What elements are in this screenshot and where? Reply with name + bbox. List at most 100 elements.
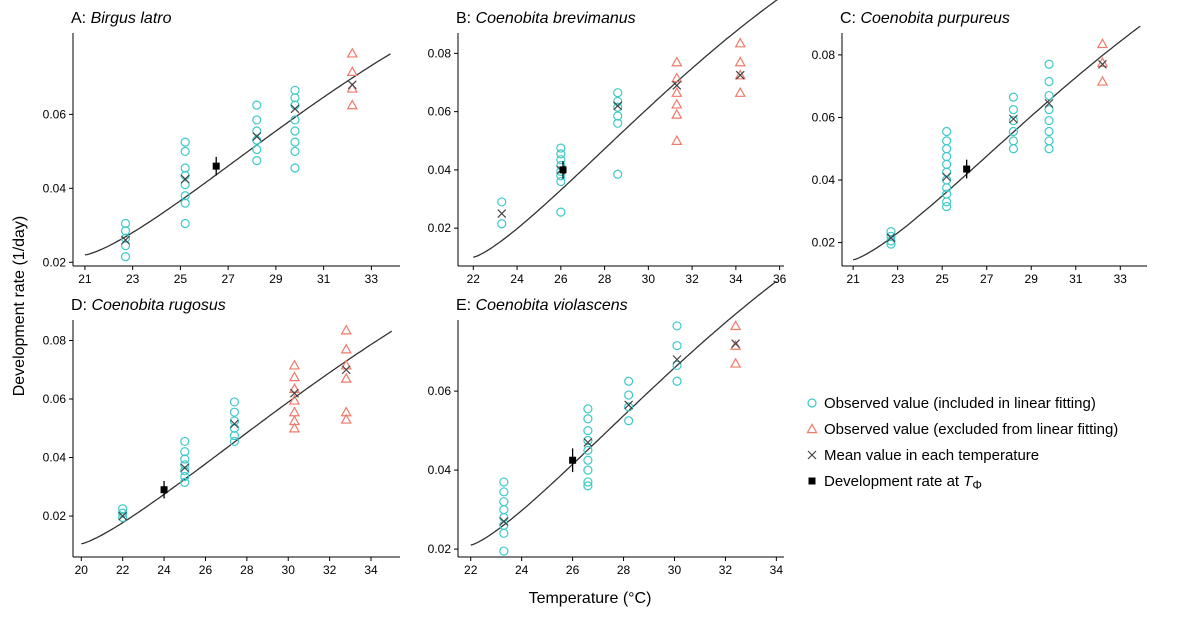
x-tick-label: 22 (116, 563, 130, 577)
legend-square-icon (808, 477, 816, 485)
included-point (624, 376, 634, 386)
excluded-point (288, 394, 301, 405)
y-tick-label: 0.02 (428, 542, 452, 556)
excluded-point (734, 37, 746, 48)
excluded-point (346, 99, 358, 110)
x-tick-label: 24 (510, 272, 524, 286)
x-tick-label: 21 (78, 272, 92, 286)
excluded-point (346, 66, 358, 77)
included-point (583, 477, 593, 487)
included-point (1044, 90, 1054, 101)
y-tick-label: 0.04 (43, 451, 67, 465)
included-point (672, 341, 682, 351)
included-point (1044, 115, 1054, 126)
mean-marker (886, 233, 896, 243)
included-point (942, 201, 952, 212)
excluded-point (340, 324, 352, 335)
mean-marker (624, 400, 634, 410)
y-tick-label: 0.02 (43, 255, 67, 269)
mean-marker (735, 70, 745, 80)
included-point (672, 321, 682, 331)
excluded-point (671, 56, 683, 67)
y-tick-label: 0.08 (812, 48, 836, 62)
included-point (672, 376, 682, 386)
x-tick-label: 30 (642, 272, 656, 286)
mean-marker (121, 235, 130, 245)
panel-letter: A: (71, 10, 91, 27)
x-tick-label: 32 (685, 272, 699, 286)
included-point (290, 146, 300, 156)
included-point (556, 207, 566, 217)
excluded-point (734, 56, 746, 67)
legend-label: Mean value in each temperature (824, 447, 1039, 464)
included-point (583, 414, 593, 424)
included-point (499, 477, 509, 487)
included-point (229, 407, 240, 417)
included-point (886, 239, 896, 249)
included-point (1044, 59, 1054, 69)
legend-label-text: Observed value (included in linear fitti… (824, 395, 1096, 412)
included-point (180, 436, 190, 447)
fitted-curve (852, 25, 1141, 261)
mean-marker (583, 438, 593, 447)
included-point (180, 191, 190, 201)
included-point (672, 360, 682, 371)
included-point (180, 180, 190, 190)
legend-circle-icon (807, 398, 817, 408)
included-point (180, 198, 190, 208)
y-tick-label: 0.06 (43, 107, 67, 121)
included-point (1044, 76, 1054, 87)
included-point (497, 219, 507, 229)
excluded-point (340, 359, 352, 370)
panel-species: Coenobita purpureus (860, 10, 1009, 27)
legend-label-symbol: T (963, 473, 974, 490)
included-point (229, 436, 240, 447)
y-tick-label: 0.06 (43, 392, 67, 406)
legend-label: Development rate at TΦ (824, 473, 982, 492)
mean-marker (942, 172, 952, 182)
fitted-curve (81, 330, 393, 545)
mean-marker (497, 209, 507, 218)
x-tick-label: 28 (240, 563, 254, 577)
mean-marker (672, 355, 682, 364)
x-tick-label: 34 (770, 563, 784, 577)
y-tick-label: 0.04 (43, 181, 67, 195)
mean-marker (341, 365, 351, 375)
x-tick-label: 30 (282, 563, 296, 577)
included-point (942, 136, 952, 146)
panel-4: D: Coenobita rugosus 20 22 24 26 28 30 32 34 0.02… (43, 297, 400, 577)
x-tick-label: 27 (221, 272, 235, 286)
excluded-point (734, 86, 746, 97)
included-point (180, 471, 190, 482)
mean-marker (1044, 98, 1054, 108)
mean-marker (180, 463, 190, 473)
included-point (583, 481, 593, 491)
y-tick-label: 0.06 (428, 384, 452, 398)
excluded-point (671, 108, 683, 119)
x-tick-label: 27 (980, 272, 994, 286)
excluded-point (346, 47, 358, 58)
panel-species: Coenobita violascens (476, 297, 628, 314)
included-point (583, 445, 593, 455)
included-point (583, 435, 593, 446)
included-point (180, 447, 190, 457)
fitted-curve (473, 0, 778, 258)
included-point (613, 102, 623, 112)
x-tick-label: 25 (936, 272, 950, 286)
included-point (583, 426, 593, 436)
x-tick-label: 33 (1114, 272, 1128, 286)
included-point (118, 508, 128, 518)
x-tick-label: 31 (317, 272, 331, 286)
included-point (180, 466, 190, 476)
panel-title: A: Birgus latro (71, 10, 172, 27)
included-point (613, 111, 623, 121)
x-tick-label: 29 (269, 272, 283, 286)
included-point (942, 151, 952, 162)
included-point (252, 155, 262, 166)
x-tick-label: 24 (515, 563, 529, 577)
excluded-point (346, 82, 358, 93)
legend: Observed value (included in linear fitti… (806, 395, 1118, 492)
panel-3: C: Coenobita purpureus 21 23 25 27 29 31 33 0.02… (812, 10, 1147, 286)
included-point (556, 155, 566, 165)
legend-cross-icon (807, 450, 817, 460)
